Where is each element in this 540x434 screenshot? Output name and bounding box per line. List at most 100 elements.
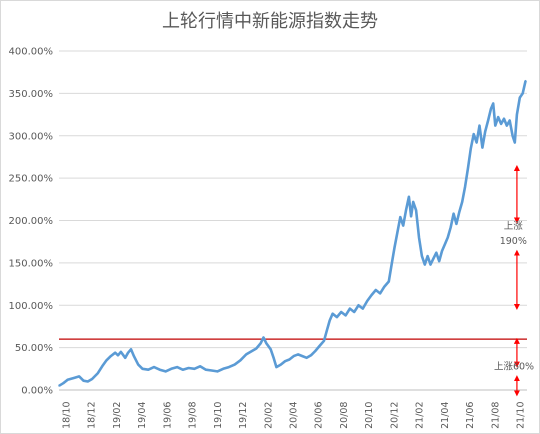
data-point — [301, 355, 304, 357]
x-tick-label: 21/10 — [516, 402, 527, 429]
data-point — [82, 379, 85, 382]
y-axis: 0.00% 50.00% 100.00% 150.00% 200.00% 250.00% 3… — [9, 47, 54, 397]
data-point — [490, 107, 492, 110]
data-point — [297, 353, 299, 356]
data-point — [514, 141, 516, 144]
x-tick-label: 21/02 — [415, 402, 426, 429]
data-point — [72, 377, 75, 379]
x-tick-label: 20/04 — [289, 402, 300, 429]
series-line — [58, 80, 527, 387]
data-point — [426, 255, 429, 257]
data-point — [336, 316, 338, 318]
x-tick-label: 20/12 — [389, 402, 400, 429]
data-point — [101, 365, 103, 368]
y-tick-label: 50.00% — [15, 343, 53, 354]
data-point — [408, 196, 410, 198]
data-point — [239, 359, 242, 362]
data-point — [318, 345, 321, 347]
data-point — [58, 385, 60, 387]
data-point — [137, 363, 139, 366]
data-point — [130, 348, 132, 351]
data-point — [340, 311, 343, 313]
data-point — [353, 311, 356, 313]
x-tick-label: 20/06 — [314, 402, 325, 429]
data-point — [164, 370, 167, 373]
y-tick-label: 100.00% — [9, 301, 54, 312]
data-point — [444, 243, 446, 245]
data-point — [405, 209, 407, 212]
x-tick-label: 19/08 — [188, 402, 199, 429]
data-point — [205, 368, 207, 371]
data-point — [280, 363, 282, 366]
annotation-label: 190% — [500, 236, 527, 247]
data-point — [449, 226, 452, 229]
data-point — [114, 351, 116, 354]
data-point — [452, 212, 455, 215]
data-point — [412, 201, 415, 203]
data-point — [418, 236, 420, 239]
data-point — [399, 216, 402, 218]
data-point — [255, 347, 258, 350]
x-tick-label: 21/04 — [440, 402, 451, 429]
data-point — [182, 368, 184, 371]
x-tick-label: 21/08 — [490, 402, 501, 429]
x-tick-label: 20/10 — [364, 402, 375, 429]
data-point — [429, 263, 432, 266]
data-point — [461, 201, 464, 203]
y-tick-label: 300.00% — [9, 131, 54, 142]
data-point — [390, 263, 393, 266]
data-point — [508, 119, 511, 122]
data-point — [87, 380, 89, 383]
data-point — [464, 185, 466, 188]
data-point — [187, 367, 190, 369]
data-point — [511, 135, 514, 137]
data-point — [475, 141, 478, 144]
data-point — [478, 124, 481, 127]
data-point — [366, 300, 369, 302]
x-tick-label: 20/02 — [263, 402, 274, 429]
annotation-label: 上涨60% — [494, 362, 534, 373]
data-point — [141, 368, 144, 370]
data-point — [441, 250, 443, 252]
data-point — [176, 366, 178, 368]
data-point — [269, 348, 272, 351]
data-point — [344, 314, 347, 317]
data-point — [170, 368, 173, 370]
data-point — [127, 351, 129, 354]
x-axis: 18/10 18/12 19/02 19/04 19/06 19/08 19/10 19/12… — [59, 389, 527, 429]
data-point — [147, 368, 150, 371]
data-point — [455, 223, 458, 225]
x-tick-label: 19/02 — [112, 402, 123, 429]
data-point — [199, 365, 201, 368]
data-point — [193, 368, 196, 370]
data-point — [62, 382, 65, 385]
annotation-label: 上涨 — [504, 221, 524, 232]
data-point — [503, 118, 505, 120]
data-point — [421, 255, 423, 257]
data-point — [233, 363, 236, 366]
data-point — [470, 147, 472, 150]
data-point — [516, 113, 518, 116]
x-tick-label: 21/06 — [465, 402, 476, 429]
data-point — [435, 251, 438, 254]
data-point — [305, 357, 308, 359]
data-point — [120, 351, 122, 353]
data-point — [272, 357, 275, 359]
x-tick-label: 18/10 — [62, 402, 73, 429]
data-point — [66, 379, 69, 381]
data-point — [487, 119, 489, 122]
chart-title: 上轮行情中新能源指数走势 — [162, 11, 378, 32]
data-point — [375, 289, 377, 291]
data-point — [288, 358, 291, 361]
data-point — [331, 312, 334, 315]
data-point — [494, 124, 497, 127]
data-point — [524, 79, 527, 82]
data-point — [362, 307, 364, 310]
data-point — [262, 336, 265, 339]
data-point — [410, 215, 412, 218]
data-point — [402, 224, 405, 227]
data-point — [458, 211, 461, 213]
data-point — [396, 231, 399, 234]
